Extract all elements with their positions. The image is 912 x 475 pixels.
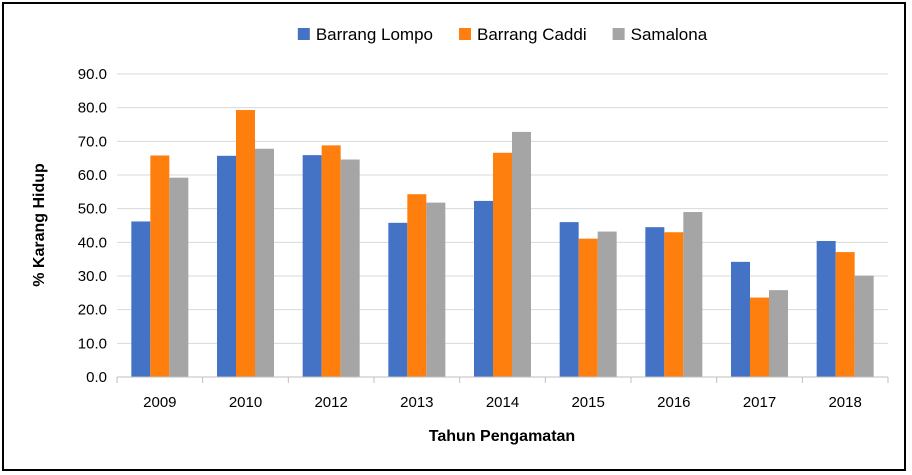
legend-label: Barrang Caddi	[477, 25, 587, 44]
x-tick-label: 2012	[314, 394, 347, 411]
legend-swatch	[612, 28, 625, 40]
bar-samalona-2010	[255, 148, 274, 377]
x-tick-label: 2014	[486, 394, 519, 411]
bar-barrang-lompo-2015	[559, 222, 579, 377]
bar-samalona-2018	[854, 275, 874, 377]
legend-label: Barrang Lompo	[316, 25, 433, 44]
chart-frame: Barrang Lompo Barrang Caddi Samalona 2009 2…	[2, 2, 906, 471]
legend-swatch	[459, 28, 471, 40]
y-tick-label: 20.0	[78, 302, 107, 319]
x-axis: 2009 2010 2012 2013 2014 2015 2016 2017 2018	[116, 376, 889, 411]
bar-barrang-caddi-2018	[835, 252, 855, 377]
y-tick-label: 70.0	[78, 133, 107, 150]
bar-samalona-2014	[512, 131, 531, 377]
bar-chart: Barrang Lompo Barrang Caddi Samalona 2009 2…	[31, 25, 889, 445]
bar-barrang-lompo-2017	[731, 261, 750, 377]
bar-barrang-lompo-2013	[388, 222, 408, 377]
bar-barrang-lompo-2009	[131, 221, 151, 377]
bar-samalona-2009	[169, 177, 189, 377]
bar-barrang-caddi-2017	[750, 297, 769, 377]
x-tick-label: 2010	[229, 394, 262, 411]
bar-barrang-caddi-2013	[407, 194, 427, 377]
y-tick-label: 40.0	[78, 234, 107, 251]
bar-barrang-caddi-2015	[578, 238, 598, 377]
bar-barrang-caddi-2010	[236, 110, 255, 378]
bar-barrang-caddi-2012	[321, 145, 341, 377]
bar-barrang-lompo-2018	[816, 240, 836, 377]
y-tick-label: 60.0	[78, 167, 107, 184]
y-axis: 0.0 10.0 20.0 30.0 40.0 50.0 60.0 70.0 80.0 90.0	[78, 66, 107, 386]
x-tick-label: 2018	[828, 394, 861, 411]
bar-barrang-caddi-2016	[664, 232, 684, 377]
legend-swatch	[297, 28, 310, 40]
bar-barrang-lompo-2010	[217, 155, 236, 377]
x-tick-label: 2016	[657, 394, 690, 411]
bar-samalona-2017	[769, 290, 788, 377]
x-axis-title: Tahun Pengamatan	[429, 428, 575, 445]
bar-barrang-lompo-2012	[302, 155, 322, 377]
x-tick-label: 2013	[400, 394, 433, 411]
y-tick-label: 0.0	[86, 369, 107, 386]
bars	[131, 110, 874, 378]
bar-samalona-2016	[683, 212, 703, 377]
bar-barrang-lompo-2014	[474, 200, 493, 377]
y-tick-label: 80.0	[78, 100, 107, 117]
x-tick-label: 2009	[143, 394, 176, 411]
y-tick-label: 10.0	[78, 335, 107, 352]
x-tick-label: 2015	[571, 394, 604, 411]
y-tick-label: 90.0	[78, 66, 107, 83]
legend: Barrang Lompo Barrang Caddi Samalona	[297, 25, 708, 44]
bar-samalona-2013	[426, 202, 446, 377]
x-tick-label: 2017	[743, 394, 776, 411]
bar-samalona-2012	[340, 159, 360, 377]
bar-barrang-caddi-2014	[493, 152, 512, 377]
y-tick-label: 30.0	[78, 268, 107, 285]
legend-label: Samalona	[631, 25, 708, 44]
bar-samalona-2015	[597, 231, 617, 377]
bar-barrang-lompo-2016	[645, 227, 665, 377]
y-tick-label: 50.0	[78, 201, 107, 218]
bar-barrang-caddi-2009	[150, 155, 170, 377]
y-axis-title: % Karang Hidup	[31, 163, 48, 287]
